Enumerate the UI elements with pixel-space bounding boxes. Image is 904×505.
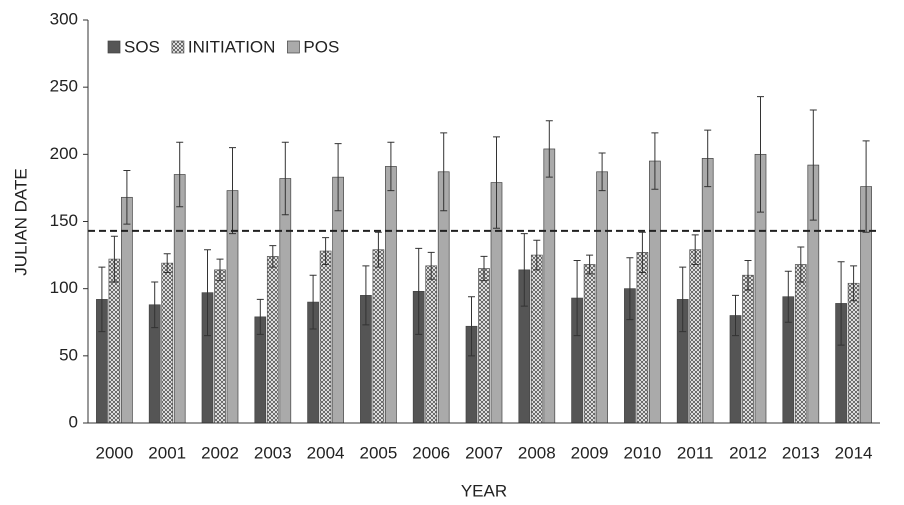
x-tick-label: 2003 — [254, 443, 292, 462]
legend-swatch — [107, 40, 121, 54]
x-tick-label: 2009 — [571, 443, 609, 462]
error-bar — [468, 296, 475, 357]
error-bar — [732, 294, 739, 337]
bar — [701, 158, 714, 424]
bar — [425, 265, 438, 424]
error-bar — [573, 259, 581, 337]
error-bar — [204, 249, 211, 337]
error-bar — [256, 298, 264, 335]
error-bar — [679, 266, 687, 333]
error-bar — [110, 235, 118, 283]
y-tick-label: 250 — [50, 77, 78, 96]
bar — [636, 252, 649, 424]
x-tick-label: 2012 — [729, 443, 767, 462]
error-bar — [691, 234, 699, 265]
x-tick-label: 2000 — [95, 443, 133, 462]
error-bar — [744, 259, 752, 291]
x-tick-label: 2001 — [148, 443, 186, 462]
bar — [319, 250, 332, 424]
bar — [543, 148, 556, 424]
error-bar — [415, 247, 423, 335]
error-bar — [493, 136, 500, 229]
error-bar — [176, 141, 184, 208]
bar — [847, 282, 860, 424]
error-bar — [334, 143, 342, 212]
y-tick-label: 0 — [69, 412, 78, 431]
error-bar — [229, 147, 236, 235]
error-bar — [586, 254, 594, 275]
error-bar — [809, 109, 817, 221]
error-bar — [704, 129, 712, 188]
legend-label: SOS — [124, 37, 160, 56]
bar — [689, 249, 702, 424]
bar — [385, 166, 397, 424]
x-tick-label: 2011 — [677, 443, 714, 462]
error-bar — [862, 140, 870, 233]
x-tick-label: 2002 — [201, 443, 239, 462]
x-tick-label: 2008 — [518, 443, 556, 462]
bar — [478, 268, 490, 424]
bar — [108, 258, 121, 424]
y-tick-label: 200 — [50, 144, 78, 163]
error-bar — [837, 261, 845, 346]
y-tick-label: 150 — [50, 211, 78, 230]
error-bar — [440, 132, 448, 212]
legend-label: POS — [303, 37, 339, 56]
error-bar — [309, 274, 317, 330]
error-bar — [626, 257, 634, 321]
error-bar — [797, 246, 805, 283]
error-bar — [374, 231, 382, 268]
x-tick-label: 2010 — [623, 443, 661, 462]
x-tick-label: 2013 — [782, 443, 820, 462]
error-bar — [533, 239, 541, 271]
bar — [332, 176, 344, 424]
bar — [214, 269, 226, 424]
y-tick-label: 300 — [50, 9, 78, 28]
error-bar — [784, 270, 792, 323]
x-tick-label: 2006 — [412, 443, 450, 462]
error-bar — [850, 265, 858, 302]
x-tick-label: 2007 — [465, 443, 503, 462]
bar — [596, 171, 608, 424]
y-axis-label: JULIAN DATE — [11, 168, 30, 275]
bar — [583, 264, 596, 424]
error-bar — [322, 237, 330, 265]
error-bar — [598, 152, 606, 192]
error-bar — [651, 132, 659, 190]
x-axis-label: YEAR — [461, 481, 507, 500]
x-tick-label: 2004 — [307, 443, 345, 462]
error-bar — [281, 141, 289, 216]
legend-swatch — [287, 40, 300, 54]
error-bar — [216, 258, 224, 282]
legend-swatch — [171, 40, 185, 54]
bar — [794, 264, 807, 424]
y-tick-label: 100 — [50, 278, 78, 297]
bar — [372, 249, 385, 424]
error-bar — [362, 265, 370, 326]
bar — [742, 274, 754, 424]
error-bar — [387, 141, 395, 192]
y-tick-label: 50 — [59, 345, 78, 364]
bar — [161, 262, 174, 424]
x-tick-label: 2005 — [359, 443, 397, 462]
bar — [173, 174, 186, 424]
error-bar — [98, 266, 106, 333]
legend-label: INITIATION — [188, 37, 276, 56]
bar — [649, 160, 661, 424]
error-bar — [520, 233, 528, 307]
bar — [266, 256, 279, 424]
error-bar — [545, 120, 553, 178]
error-bar — [427, 251, 435, 280]
error-bar — [163, 253, 171, 274]
x-tick-label: 2014 — [835, 443, 873, 462]
error-bar — [123, 169, 131, 225]
error-bar — [480, 255, 488, 282]
error-bar — [269, 245, 277, 268]
error-bar — [151, 281, 159, 329]
error-bar — [757, 96, 764, 213]
bar — [530, 254, 543, 424]
error-bar — [638, 231, 646, 274]
